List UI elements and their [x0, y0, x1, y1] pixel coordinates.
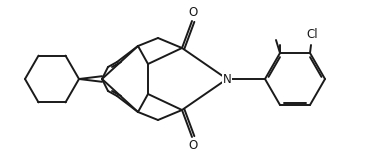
Text: O: O [188, 139, 198, 152]
Text: N: N [223, 73, 231, 85]
Text: O: O [188, 6, 198, 19]
Text: Cl: Cl [306, 28, 318, 41]
